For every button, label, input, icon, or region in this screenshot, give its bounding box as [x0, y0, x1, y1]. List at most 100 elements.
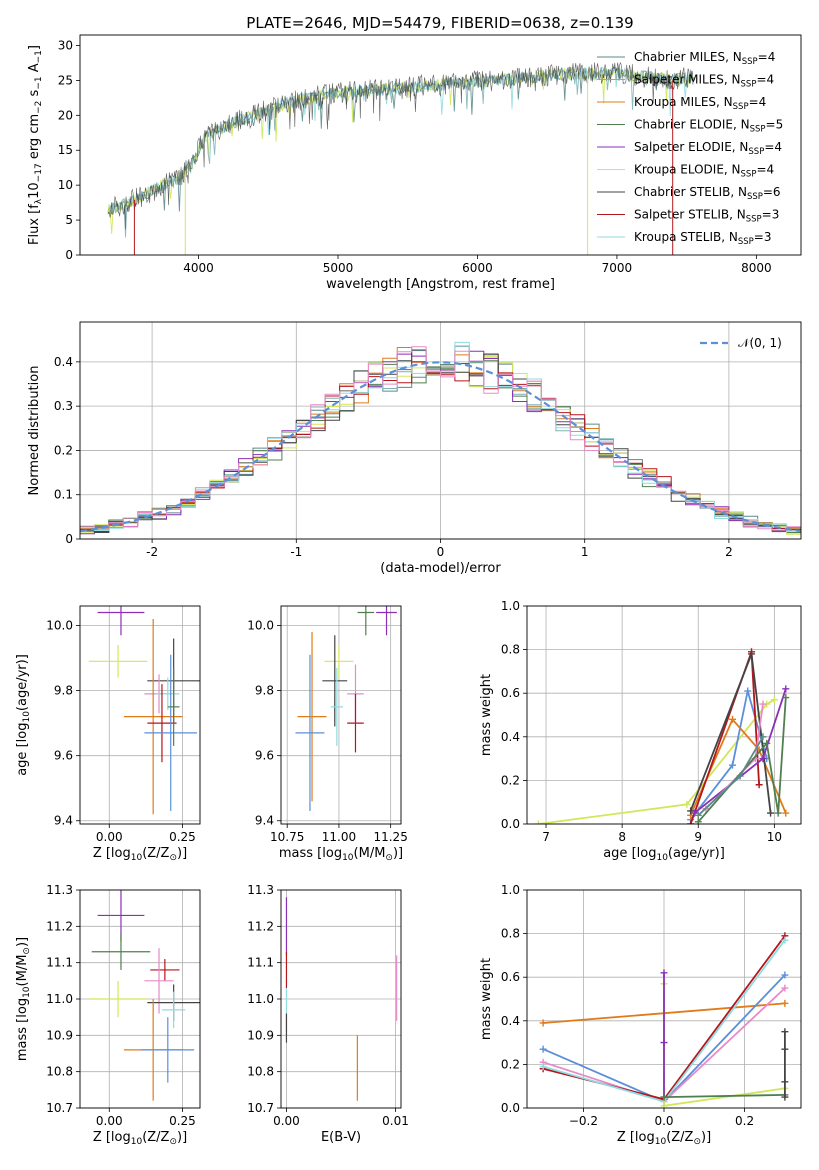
- weight-marker: [660, 1039, 668, 1047]
- y-tick-label: 11.3: [247, 883, 274, 897]
- legend-label: Chabrier ELODIE, NSSP=5: [634, 118, 783, 135]
- y-axis-label: age [log10(age/yr)]: [15, 654, 32, 776]
- weight-marker: [781, 971, 789, 979]
- x-axis-label: Z [log10(Z/Z⊙)]: [93, 1130, 187, 1147]
- weight-marker: [782, 694, 790, 702]
- x-tick-label: 2: [725, 545, 733, 559]
- x-tick-label: −0.2: [569, 1114, 598, 1128]
- plot-content: [88, 606, 200, 815]
- plot-area: [527, 606, 801, 824]
- y-tick-label: 1.0: [501, 599, 520, 613]
- x-tick-label: 8: [618, 830, 626, 844]
- histogram-series: [80, 346, 801, 531]
- axes-frame: [79, 605, 201, 825]
- x-tick-label: 0.25: [169, 1114, 196, 1128]
- legend-label: Salpeter MILES, NSSP=4: [634, 73, 774, 90]
- x-tick-label: 1: [581, 545, 589, 559]
- plot-content: [539, 932, 789, 1108]
- x-tick-label: 8000: [741, 261, 772, 275]
- weight-marker: [781, 1078, 789, 1086]
- y-axis-label: mass weight: [479, 958, 494, 1040]
- y-tick-label: 0.4: [54, 355, 73, 369]
- weight-marker: [781, 1028, 789, 1036]
- panel-mass_vs_ebv: 0.00 0.01 10.7 10.8 10.9 11.0 11.1 11.2 11.3 E(B-…: [247, 883, 409, 1145]
- x-axis-label: mass [log10(M/M⊙)]: [279, 846, 403, 863]
- weight-marker: [729, 761, 736, 769]
- weight-marker: [729, 715, 736, 723]
- y-tick-label: 10.8: [46, 1065, 73, 1079]
- y-tick-label: 9.4: [255, 814, 274, 828]
- x-tick-label: -1: [290, 545, 302, 559]
- legend-label: Kroupa MILES, NSSP=4: [634, 95, 766, 112]
- x-axis-label: age [log10(age/yr)]: [603, 846, 725, 863]
- weight-marker: [534, 820, 542, 824]
- x-tick-label: 0.25: [169, 830, 196, 844]
- weight-marker: [781, 936, 789, 944]
- weight-marker: [687, 820, 695, 824]
- panel-spectrum: 4000 5000 6000 7000 8000 0 5 10 15 20 25 30 waveleng…: [27, 34, 802, 292]
- legend-label: Chabrier STELIB, NSSP=6: [634, 185, 781, 202]
- y-tick-label: 0.2: [54, 443, 73, 457]
- panel-weight_vs_age: 7 8 9 10 0.0 0.2 0.4 0.6 0.8 1.0 age [log10(age/yr…: [479, 599, 802, 863]
- y-tick-label: 0.0: [501, 817, 520, 831]
- y-tick-label: 25: [58, 73, 73, 87]
- y-tick-label: 0.0: [501, 1101, 520, 1115]
- weight-marker: [759, 733, 767, 741]
- y-tick-label: 10.8: [247, 1065, 274, 1079]
- weight-marker: [781, 1093, 789, 1101]
- plot-content: [107, 62, 694, 255]
- panel-age_vs_mass: 10.75 11.00 11.25 9.4 9.6 9.8 10.0 mass [log10(…: [247, 605, 408, 863]
- y-tick-label: 0.6: [501, 970, 520, 984]
- y-tick-label: 11.2: [247, 919, 274, 933]
- y-tick-label: 11.2: [46, 919, 73, 933]
- weight-marker: [687, 807, 695, 815]
- axes-frame: [79, 321, 802, 540]
- x-tick-label: -2: [146, 545, 158, 559]
- x-axis-label: Z [log10(Z/Z⊙)]: [93, 846, 187, 863]
- weight-marker: [781, 984, 789, 992]
- x-tick-label: 0.0: [654, 1114, 673, 1128]
- x-tick-label: 11.00: [322, 830, 356, 844]
- panel-age_vs_Z: 0.00 0.25 9.4 9.6 9.8 10.0 Z [log10(Z/Z⊙)] age …: [15, 605, 201, 863]
- weight-marker: [748, 650, 756, 658]
- y-tick-label: 0.4: [501, 730, 520, 744]
- y-tick-label: 11.1: [247, 956, 274, 970]
- y-tick-label: 10: [58, 178, 73, 192]
- weight-marker: [767, 809, 775, 817]
- y-tick-label: 30: [58, 38, 73, 52]
- axes-frame: [526, 605, 802, 825]
- y-tick-label: 0.8: [501, 643, 520, 657]
- y-tick-label: 20: [58, 108, 73, 122]
- x-tick-label: 11.25: [373, 830, 407, 844]
- weight-marker: [539, 1063, 547, 1071]
- weight-marker: [660, 969, 668, 977]
- legend-label: Chabrier MILES, NSSP=4: [634, 50, 775, 67]
- y-tick-label: 0.1: [54, 488, 73, 502]
- y-axis-label: mass weight: [479, 674, 494, 756]
- y-tick-label: 0: [65, 248, 73, 262]
- weight-line: [663, 1094, 785, 1098]
- panel-mass_vs_Z: 0.00 0.25 10.7 10.8 10.9 11.0 11.1 11.2 11.3 Z [l…: [15, 883, 201, 1147]
- y-tick-label: 10.9: [247, 1028, 274, 1042]
- axes-frame: [526, 889, 802, 1109]
- y-tick-label: 11.3: [46, 883, 73, 897]
- y-tick-label: 11.0: [46, 992, 73, 1006]
- weight-marker: [660, 1102, 668, 1108]
- weight-marker: [694, 811, 702, 819]
- x-tick-label: 0.00: [96, 830, 123, 844]
- plot-content: [534, 648, 790, 824]
- spectrum-line: [107, 66, 694, 213]
- weight-marker: [660, 1093, 668, 1101]
- weight-marker: [763, 739, 771, 747]
- weight-marker: [781, 999, 789, 1007]
- legend-label: Salpeter ELODIE, NSSP=4: [634, 140, 782, 157]
- legend-label: 𝒩(0, 1): [738, 336, 782, 350]
- x-axis-label: (data-model)/error: [380, 561, 501, 576]
- panel-residuals: -2 -1 0 1 2 0 0.1 0.2 0.3 0.4 (data-model)/error No…: [27, 321, 802, 576]
- x-tick-label: 10: [767, 830, 782, 844]
- x-tick-label: 0.2: [735, 1114, 754, 1128]
- y-tick-label: 0.2: [501, 773, 520, 787]
- y-tick-label: 0.6: [501, 686, 520, 700]
- x-tick-label: 0.00: [96, 1114, 123, 1128]
- weight-marker: [694, 818, 702, 824]
